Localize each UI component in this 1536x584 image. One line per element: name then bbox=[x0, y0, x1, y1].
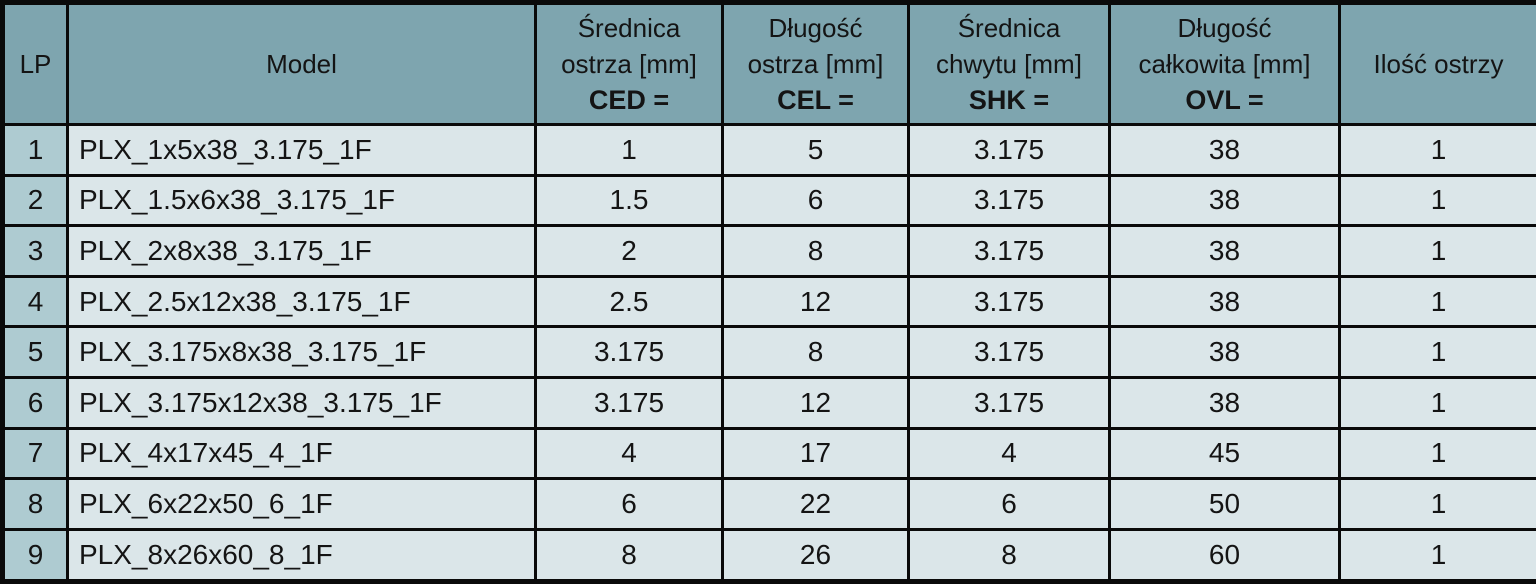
value-cell: 38 bbox=[1108, 376, 1341, 430]
value-cell: 3.175 bbox=[534, 376, 724, 430]
row-number-cell: 6 bbox=[1, 376, 69, 430]
value-cell: 38 bbox=[1108, 173, 1341, 228]
model-cell: PLX_3.175x12x38_3.175_1F bbox=[66, 376, 537, 430]
value-cell: 17 bbox=[721, 426, 910, 481]
value-cell: 6 bbox=[534, 477, 724, 531]
header-cell-ovl: Długość całkowita [mm] OVL = bbox=[1108, 1, 1341, 126]
header-cell-lp: LP bbox=[1, 1, 69, 126]
table-row: 8 PLX_6x22x50_6_1F 6 22 6 50 1 bbox=[1, 477, 1536, 531]
table-row: 4 PLX_2.5x12x38_3.175_1F 2.5 12 3.175 38 1 bbox=[1, 274, 1536, 329]
model-cell: PLX_2x8x38_3.175_1F bbox=[66, 224, 537, 278]
value-cell: 3.175 bbox=[907, 274, 1111, 329]
value-cell: 3.175 bbox=[907, 123, 1111, 177]
row-number-cell: 2 bbox=[1, 173, 69, 228]
table-row: 5 PLX_3.175x8x38_3.175_1F 3.175 8 3.175 38 1 bbox=[1, 325, 1536, 380]
header-line: LP bbox=[19, 49, 52, 79]
value-cell: 12 bbox=[721, 376, 910, 430]
header-line: Długość bbox=[1177, 13, 1272, 43]
value-cell: 1 bbox=[1338, 426, 1536, 481]
table-row: 9 PLX_8x26x60_8_1F 8 26 8 60 1 bbox=[1, 527, 1536, 584]
value-cell: 60 bbox=[1108, 527, 1341, 584]
value-cell: 3.175 bbox=[907, 376, 1111, 430]
table-row: 1 PLX_1x5x38_3.175_1F 1 5 3.175 38 1 bbox=[1, 123, 1536, 177]
value-cell: 22 bbox=[721, 477, 910, 531]
header-line: ostrza [mm] bbox=[747, 49, 884, 79]
value-cell: 2.5 bbox=[534, 274, 724, 329]
value-cell: 12 bbox=[721, 274, 910, 329]
header-line: Średnica bbox=[577, 13, 681, 43]
model-cell: PLX_3.175x8x38_3.175_1F bbox=[66, 325, 537, 380]
header-line: CEL = bbox=[777, 85, 854, 115]
value-cell: 1 bbox=[1338, 376, 1536, 430]
value-cell: 8 bbox=[907, 527, 1111, 584]
header-line: ostrza [mm] bbox=[561, 49, 697, 79]
header-line: chwytu [mm] bbox=[936, 49, 1082, 79]
header-line: Długość bbox=[768, 13, 863, 43]
header-row: LP Model Średnica ostrza [mm] bbox=[1, 1, 1536, 126]
header-line: SHK = bbox=[968, 85, 1050, 115]
value-cell: 38 bbox=[1108, 274, 1341, 329]
header-line: całkowita [mm] bbox=[1138, 49, 1311, 79]
header-line: OVL = bbox=[1185, 85, 1264, 115]
value-cell: 4 bbox=[907, 426, 1111, 481]
value-cell: 1 bbox=[1338, 325, 1536, 380]
row-number-cell: 1 bbox=[1, 123, 69, 177]
table-header: LP Model Średnica ostrza [mm] bbox=[1, 1, 1536, 126]
model-cell: PLX_8x26x60_8_1F bbox=[66, 527, 537, 584]
value-cell: 38 bbox=[1108, 123, 1341, 177]
model-cell: PLX_6x22x50_6_1F bbox=[66, 477, 537, 531]
value-cell: 3.175 bbox=[534, 325, 724, 380]
value-cell: 1 bbox=[1338, 527, 1536, 584]
row-number-cell: 3 bbox=[1, 224, 69, 278]
table-row: 3 PLX_2x8x38_3.175_1F 2 8 3.175 38 1 bbox=[1, 224, 1536, 278]
value-cell: 1.5 bbox=[534, 173, 724, 228]
value-cell: 50 bbox=[1108, 477, 1341, 531]
value-cell: 3.175 bbox=[907, 173, 1111, 228]
row-number-cell: 9 bbox=[1, 527, 69, 584]
header-line: CED = bbox=[588, 85, 670, 115]
model-cell: PLX_1.5x6x38_3.175_1F bbox=[66, 173, 537, 228]
row-number-cell: 8 bbox=[1, 477, 69, 531]
table-row: 6 PLX_3.175x12x38_3.175_1F 3.175 12 3.175 38 1 bbox=[1, 376, 1536, 430]
value-cell: 1 bbox=[1338, 123, 1536, 177]
value-cell: 38 bbox=[1108, 325, 1341, 380]
value-cell: 3.175 bbox=[907, 325, 1111, 380]
value-cell: 26 bbox=[721, 527, 910, 584]
header-cell-model: Model bbox=[66, 1, 537, 126]
value-cell: 38 bbox=[1108, 224, 1341, 278]
model-cell: PLX_1x5x38_3.175_1F bbox=[66, 123, 537, 177]
header-cell-cel: Długość ostrza [mm] CEL = bbox=[721, 1, 910, 126]
value-cell: 45 bbox=[1108, 426, 1341, 481]
value-cell: 1 bbox=[1338, 173, 1536, 228]
value-cell: 3.175 bbox=[907, 224, 1111, 278]
value-cell: 1 bbox=[1338, 224, 1536, 278]
value-cell: 5 bbox=[721, 123, 910, 177]
value-cell: 8 bbox=[534, 527, 724, 584]
table-row: 2 PLX_1.5x6x38_3.175_1F 1.5 6 3.175 38 1 bbox=[1, 173, 1536, 228]
value-cell: 1 bbox=[534, 123, 724, 177]
table-body: 1 PLX_1x5x38_3.175_1F 1 5 3.175 38 1 2 PLX_1.5x6… bbox=[1, 123, 1536, 584]
row-number-cell: 5 bbox=[1, 325, 69, 380]
header-line: Model bbox=[266, 49, 337, 79]
header-line: Średnica bbox=[957, 13, 1061, 43]
value-cell: 4 bbox=[534, 426, 724, 481]
row-number-cell: 7 bbox=[1, 426, 69, 481]
header-cell-ced: Średnica ostrza [mm] CED = bbox=[534, 1, 724, 126]
value-cell: 8 bbox=[721, 325, 910, 380]
value-cell: 8 bbox=[721, 224, 910, 278]
value-cell: 1 bbox=[1338, 477, 1536, 531]
model-cell: PLX_4x17x45_4_1F bbox=[66, 426, 537, 481]
row-number-cell: 4 bbox=[1, 274, 69, 329]
value-cell: 6 bbox=[907, 477, 1111, 531]
header-cell-shk: Średnica chwytu [mm] SHK = bbox=[907, 1, 1111, 126]
value-cell: 2 bbox=[534, 224, 724, 278]
model-cell: PLX_2.5x12x38_3.175_1F bbox=[66, 274, 537, 329]
table-row: 7 PLX_4x17x45_4_1F 4 17 4 45 1 bbox=[1, 426, 1536, 481]
header-line: Ilość ostrzy bbox=[1373, 49, 1504, 79]
header-cell-qty: Ilość ostrzy bbox=[1338, 1, 1536, 126]
value-cell: 1 bbox=[1338, 274, 1536, 329]
value-cell: 6 bbox=[721, 173, 910, 228]
